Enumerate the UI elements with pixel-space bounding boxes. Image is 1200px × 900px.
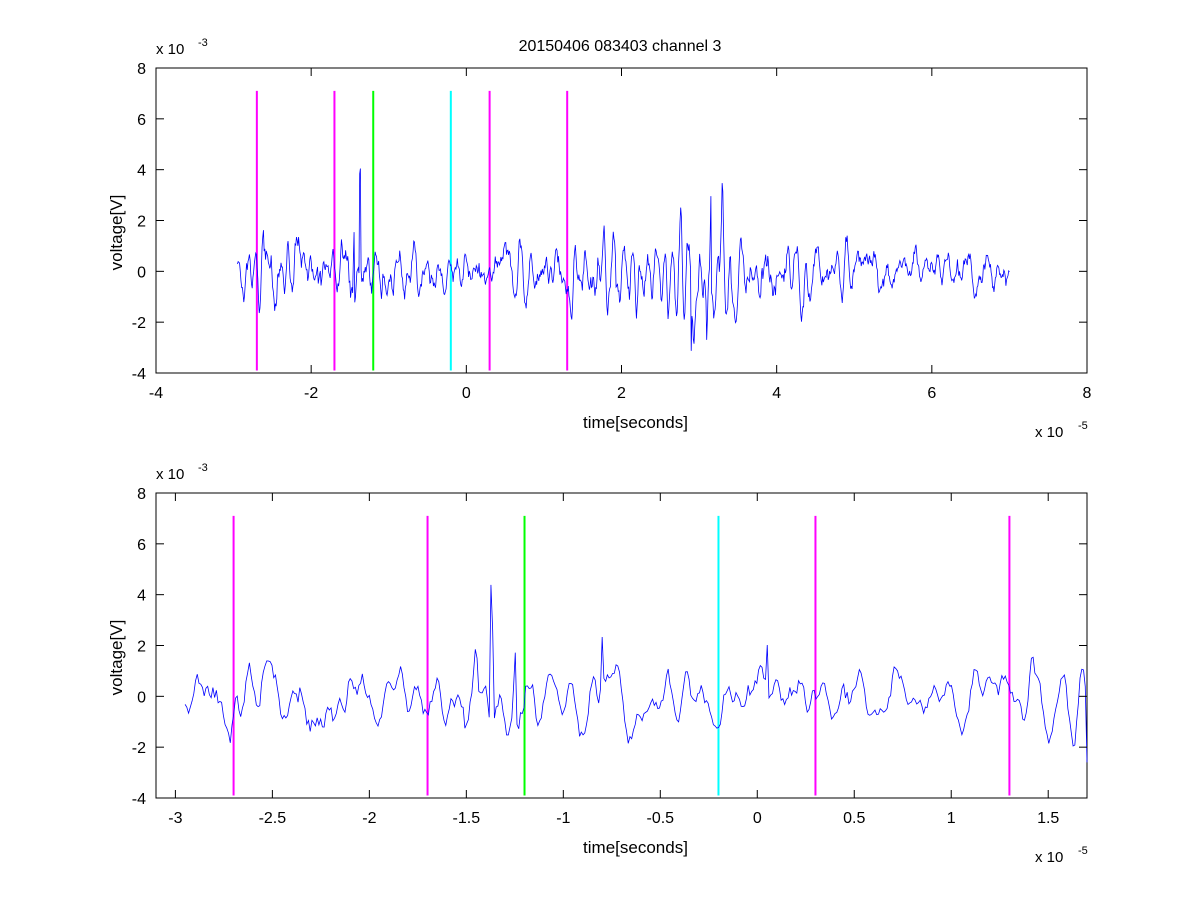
- y-axis-label: voltage[V]: [107, 195, 126, 271]
- y-multiplier-base: x 10: [156, 41, 184, 58]
- y-tick-label: 0: [137, 264, 146, 281]
- x-tick-label: -2.5: [259, 810, 287, 827]
- y-tick-label: 8: [137, 486, 146, 503]
- x-axis-multiplier: x 10 -5: [1035, 420, 1088, 441]
- y-tick-label: -4: [132, 791, 146, 808]
- y-tick-label: 0: [137, 689, 146, 706]
- x-tick-label: 6: [927, 385, 936, 402]
- y-axis-ticks: -4 -2 0 2 4 6 8: [132, 61, 1087, 383]
- y-axis-ticks: -4 -2 0 2 4 6 8: [132, 486, 1087, 808]
- signal-line: [184, 584, 1088, 763]
- y-multiplier-exponent: -3: [198, 462, 208, 474]
- x-tick-label: -2: [304, 385, 318, 402]
- x-axis-multiplier: x 10 -5: [1035, 845, 1088, 866]
- y-axis-multiplier: x 10 -3: [156, 37, 208, 58]
- x-tick-label: 2: [617, 385, 626, 402]
- y-tick-label: 8: [137, 61, 146, 78]
- y-tick-label: 6: [137, 537, 146, 554]
- x-tick-label: 1.5: [1037, 810, 1059, 827]
- x-multiplier-exponent: -5: [1078, 845, 1088, 857]
- y-multiplier-base: x 10: [156, 466, 184, 483]
- x-axis-ticks: -4 -2 0 2 4 6 8: [149, 68, 1092, 402]
- y-tick-label: 2: [137, 639, 146, 656]
- x-tick-label: 1: [947, 810, 956, 827]
- x-tick-label: 8: [1083, 385, 1092, 402]
- y-multiplier-exponent: -3: [198, 37, 208, 49]
- x-tick-label: 0: [462, 385, 471, 402]
- x-multiplier-base: x 10: [1035, 424, 1063, 441]
- x-tick-label: -0.5: [647, 810, 675, 827]
- x-multiplier-base: x 10: [1035, 849, 1063, 866]
- x-tick-label: -2: [362, 810, 376, 827]
- y-tick-label: 6: [137, 112, 146, 129]
- y-axis-multiplier: x 10 -3: [156, 462, 208, 483]
- top-chart: 20150406 083403 channel 3 -4 -2 0 2 4 6 8 -4 -2…: [107, 37, 1092, 441]
- vertical-markers: [255, 90, 569, 371]
- bottom-chart: -3 -2.5 -2 -1.5 -1 -0.5 0 0.5 1 1.5 -4 -2 0 2 4 6 8 tim…: [107, 462, 1088, 866]
- x-tick-label: 0: [753, 810, 762, 827]
- chart-title: 20150406 083403 channel 3: [519, 38, 722, 55]
- y-tick-label: -2: [132, 740, 146, 757]
- y-tick-label: -4: [132, 366, 146, 383]
- x-tick-label: -3: [168, 810, 182, 827]
- x-tick-label: -1: [556, 810, 570, 827]
- x-tick-label: -1.5: [453, 810, 481, 827]
- signal-line: [237, 168, 1010, 351]
- y-tick-label: 4: [137, 163, 146, 180]
- x-multiplier-exponent: -5: [1078, 420, 1088, 432]
- vertical-markers: [232, 515, 1011, 796]
- y-tick-label: -2: [132, 315, 146, 332]
- y-tick-label: 4: [137, 588, 146, 605]
- x-axis-label: time[seconds]: [583, 838, 688, 857]
- x-axis-ticks: -3 -2.5 -2 -1.5 -1 -0.5 0 0.5 1 1.5: [168, 493, 1059, 827]
- x-axis-label: time[seconds]: [583, 413, 688, 432]
- x-tick-label: 4: [772, 385, 781, 402]
- y-axis-label: voltage[V]: [107, 620, 126, 696]
- x-tick-label: -4: [149, 385, 163, 402]
- x-tick-label: 0.5: [843, 810, 865, 827]
- y-tick-label: 2: [137, 214, 146, 231]
